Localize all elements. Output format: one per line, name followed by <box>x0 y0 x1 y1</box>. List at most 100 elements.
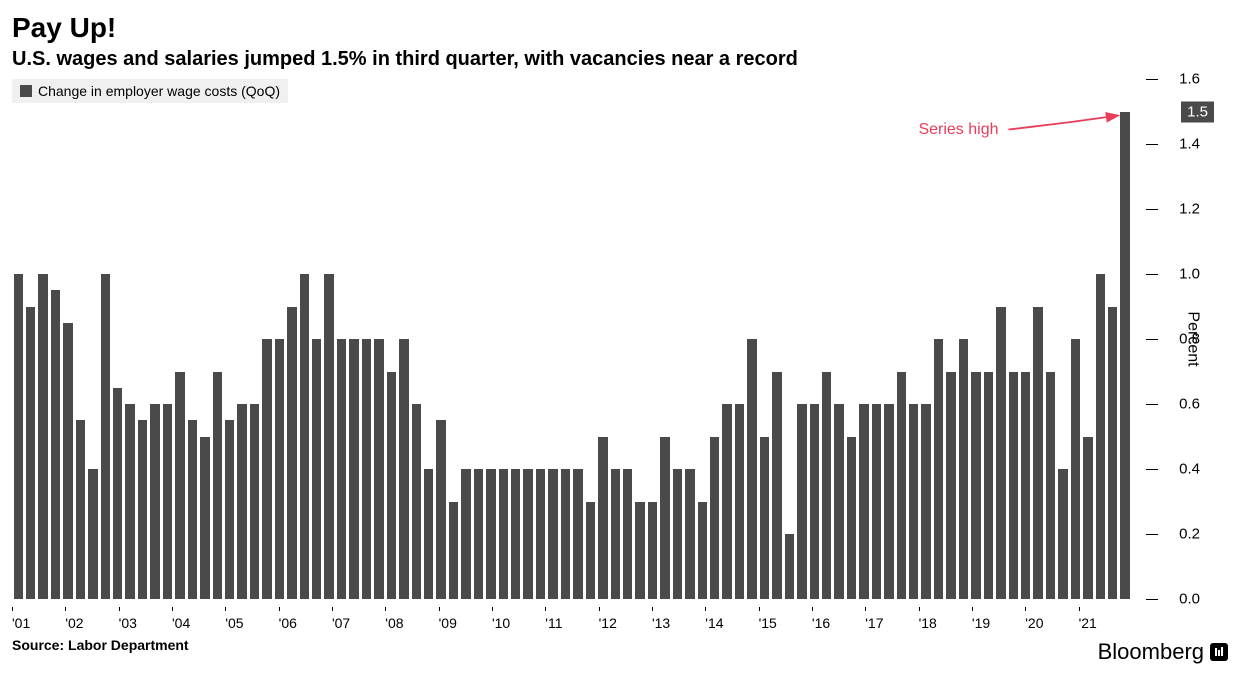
x-tick-group: '04 <box>172 607 225 631</box>
bar <box>387 372 396 600</box>
bar <box>909 404 918 599</box>
bar <box>623 469 632 599</box>
plot-area: Change in employer wage costs (QoQ) 0.00… <box>12 79 1228 599</box>
bar <box>38 274 47 599</box>
bar <box>138 420 147 599</box>
bar <box>324 274 333 599</box>
x-tick-label: '07 <box>332 615 350 631</box>
x-tick-group: '16 <box>812 607 865 631</box>
bar <box>1096 274 1105 599</box>
x-tick-label: '12 <box>599 615 617 631</box>
x-tick-label: '08 <box>385 615 403 631</box>
bar <box>125 404 134 599</box>
bar <box>499 469 508 599</box>
bar <box>312 339 321 599</box>
brand-icon <box>1210 643 1228 661</box>
bar <box>735 404 744 599</box>
x-tick-group: '02 <box>65 607 118 631</box>
bar <box>586 502 595 600</box>
x-tick-group: '14 <box>705 607 758 631</box>
x-tick-group: '17 <box>865 607 918 631</box>
x-tick-group: '19 <box>972 607 1025 631</box>
bar <box>984 372 993 600</box>
x-tick-label: '17 <box>865 615 883 631</box>
x-tick-label: '02 <box>65 615 83 631</box>
bar <box>772 372 781 600</box>
bar <box>1071 339 1080 599</box>
bar <box>213 372 222 600</box>
x-axis: '01'02'03'04'05'06'07'08'09'10'11'12'13'… <box>12 607 1228 631</box>
chart-title: Pay Up! <box>12 12 1228 44</box>
bar <box>26 307 35 600</box>
bar <box>337 339 346 599</box>
x-tick-group: '09 <box>439 607 492 631</box>
bar <box>1046 372 1055 600</box>
x-tick-group: '01 <box>12 607 65 631</box>
bar <box>747 339 756 599</box>
bar <box>1108 307 1117 600</box>
x-tick-label: '13 <box>652 615 670 631</box>
bar <box>225 420 234 599</box>
x-tick-group: '12 <box>599 607 652 631</box>
bar <box>1058 469 1067 599</box>
brand: Bloomberg <box>1098 639 1228 665</box>
bar <box>63 323 72 599</box>
bar <box>287 307 296 600</box>
bar <box>14 274 23 599</box>
bar <box>710 437 719 600</box>
x-tick-group: '05 <box>225 607 278 631</box>
x-tick-label: '01 <box>12 615 30 631</box>
bar <box>561 469 570 599</box>
x-tick-group: '15 <box>759 607 812 631</box>
bar <box>946 372 955 600</box>
bar <box>237 404 246 599</box>
brand-label: Bloomberg <box>1098 639 1204 665</box>
bar <box>412 404 421 599</box>
bar <box>300 274 309 599</box>
bar <box>1033 307 1042 600</box>
bar <box>797 404 806 599</box>
bar <box>548 469 557 599</box>
bar <box>660 437 669 600</box>
bar <box>474 469 483 599</box>
x-tick-group: '07 <box>332 607 385 631</box>
x-tick-group: '10 <box>492 607 545 631</box>
chart-footer: Source: Labor Department Bloomberg <box>12 637 1228 665</box>
bar <box>511 469 520 599</box>
x-tick-label: '15 <box>759 615 777 631</box>
legend: Change in employer wage costs (QoQ) <box>12 79 288 103</box>
bar <box>250 404 259 599</box>
x-tick-label: '11 <box>545 615 562 631</box>
x-tick-label: '19 <box>972 615 990 631</box>
x-tick-label: '21 <box>1079 615 1097 631</box>
bar <box>200 437 209 600</box>
y-axis-title: Percent <box>1183 311 1201 366</box>
bar <box>785 534 794 599</box>
bar <box>897 372 906 600</box>
bar <box>1021 372 1030 600</box>
bar <box>1009 372 1018 600</box>
bar <box>722 404 731 599</box>
x-tick-group: '03 <box>119 607 172 631</box>
x-tick-label: '14 <box>705 615 723 631</box>
legend-label: Change in employer wage costs (QoQ) <box>38 83 280 99</box>
bar <box>635 502 644 600</box>
bar <box>834 404 843 599</box>
bar <box>424 469 433 599</box>
bar <box>573 469 582 599</box>
bar <box>150 404 159 599</box>
bar <box>996 307 1005 600</box>
bar <box>523 469 532 599</box>
source-text: Source: Labor Department <box>12 637 1228 653</box>
x-tick-label: '16 <box>812 615 830 631</box>
bar <box>436 420 445 599</box>
x-tick-group: '11 <box>545 607 598 631</box>
bar <box>934 339 943 599</box>
bar <box>810 404 819 599</box>
bar <box>362 339 371 599</box>
bar <box>971 372 980 600</box>
bar <box>349 339 358 599</box>
bar <box>486 469 495 599</box>
bar <box>1120 112 1129 600</box>
bar <box>648 502 657 600</box>
